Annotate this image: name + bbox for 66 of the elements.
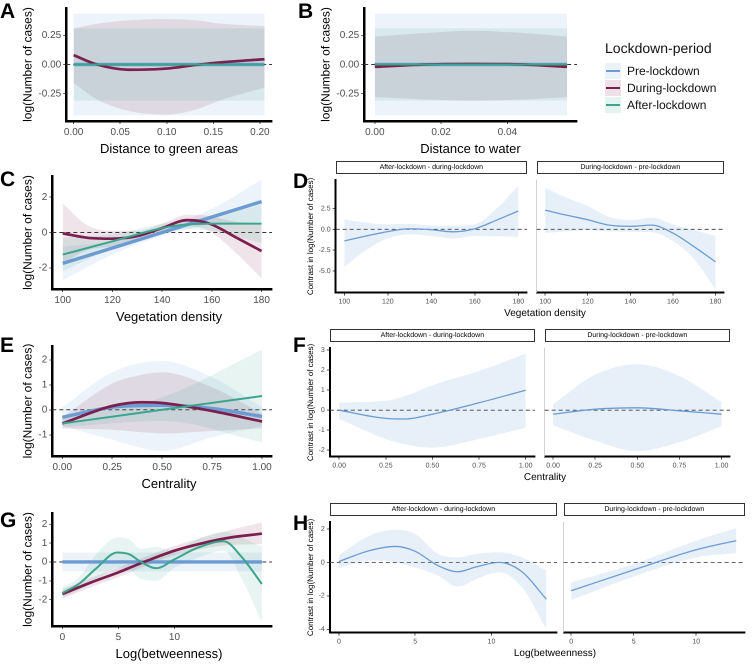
y-tick-label: 0.00 [42,59,62,70]
y-tick-label: 1 [42,538,48,549]
x-tick-label: 1.00 [252,462,272,473]
y-axis-title: log(Number of cases) [20,7,35,122]
x-tick-label: 5 [116,632,122,643]
x-tick-label: 180 [253,294,270,306]
chart-title: E [0,334,14,358]
y-axis-title: Contrast in log(Number of cases) [306,343,316,462]
legend-label: After-lockdown [627,98,706,112]
x-tick-label: 160 [204,294,221,306]
y-tick-label: 2 [42,519,48,530]
legend-label: During-lockdown [627,80,716,94]
y-tick-label: 0 [42,227,48,238]
x-axis-title: Vegetation density [503,308,587,319]
x-tick-label: 120 [104,294,122,306]
x-tick-label: 0.25 [102,462,122,473]
y-tick-label: 0 [42,556,48,568]
y-tick-label: -1 [38,576,48,587]
chart-title: D [293,170,308,193]
y-tick-label: -0.25 [336,88,360,100]
x-tick-label: 0.00 [52,462,72,473]
chart-title: A [0,0,16,24]
chart-title: B [298,0,314,24]
x-tick-label: 0.02 [431,126,452,138]
x-tick-label: 0.10 [157,126,177,138]
chart-title: H [293,512,308,535]
y-tick-label: 0.00 [340,59,360,70]
y-tick-label: -1 [38,430,48,440]
y-axis-title: log(Number of cases) [20,344,35,458]
x-axis-title: Vegetation density [114,309,224,324]
y-tick-label: -2 [38,262,48,274]
y-tick-label: 0.25 [42,30,62,42]
y-axis-title: log(Number of cases) [318,7,333,122]
y-tick-label: -2 [38,594,48,606]
y-tick-label: 0.25 [340,30,360,42]
x-tick-label: 0.50 [152,462,172,473]
x-axis-title: Centrality [522,472,568,483]
x-tick-label: 0.75 [202,462,222,473]
x-axis-title: Log(betweenness) [512,648,598,659]
y-axis-title: Contrast in log(Number of cases) [306,518,316,636]
legend-title: Lockdown-period [605,40,713,56]
y-axis-title: Contrast in log(Number of cases) [306,177,316,296]
x-tick-label: 0.15 [204,126,224,138]
y-tick-label: 1 [42,380,48,390]
x-tick-label: 10 [168,632,180,643]
x-tick-label: 100 [54,294,72,306]
chart-title: G [0,509,16,533]
y-tick-label: 2 [42,192,48,203]
x-tick-label: 0.00 [64,126,84,138]
legend-label: Pre-lockdown [627,64,700,78]
x-tick-label: 140 [154,294,171,306]
chart-title: C [0,168,16,192]
y-tick-label: -0.25 [38,88,62,100]
x-tick-label: 0.20 [250,126,270,138]
y-tick-label: 2 [42,354,48,366]
x-tick-label: 0.00 [365,126,385,138]
y-axis-title: log(Number of cases) [20,512,35,627]
x-tick-label: 0.04 [498,126,518,138]
chart-title: F [293,334,306,358]
y-tick-label: 0 [42,404,48,416]
y-axis-title: log(Number of cases) [20,175,35,290]
x-tick-label: 0.05 [110,126,130,138]
x-axis-title: Distance to green areas [98,141,240,156]
x-axis-title: Centrality [140,476,198,491]
x-axis-title: Log(betweenness) [114,646,224,661]
x-axis-title: Distance to water [419,141,522,156]
